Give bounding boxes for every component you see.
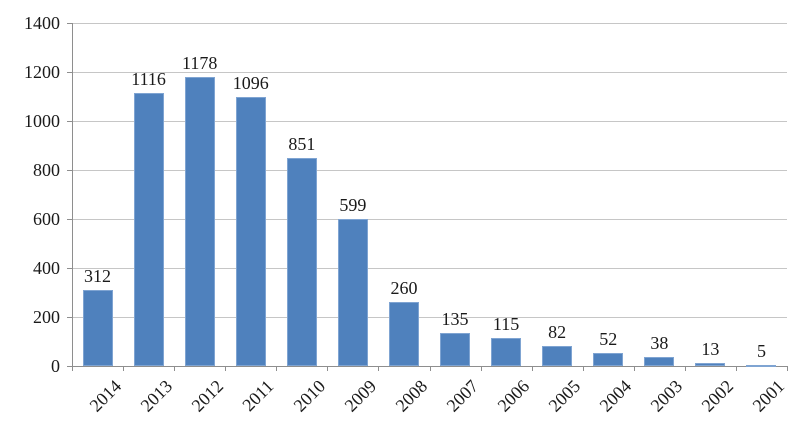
gridline [72,316,787,318]
x-tick [480,366,482,371]
gridline [72,267,787,269]
x-axis-tick-label: 2002 [697,376,738,416]
x-tick [378,366,380,371]
gridline [72,169,787,171]
x-axis-tick-label: 2007 [442,376,483,416]
x-tick [735,366,737,371]
bar-value-label: 115 [492,314,520,334]
bar-value-label: 599 [339,195,367,215]
y-axis-tick-label: 200 [33,307,60,327]
x-axis-tick-label: 2014 [85,376,125,416]
x-axis-tick-label: 2003 [646,376,687,416]
x-axis-tick-label: 2010 [289,376,329,416]
x-tick [531,366,533,371]
x-axis-tick-label: 2012 [187,376,227,416]
bar-2002 [695,363,726,366]
bar-2013 [133,93,164,366]
bar-value-label: 135 [441,309,469,329]
y-tick [67,169,72,171]
x-axis-tick-label: 2008 [391,376,432,416]
x-tick [787,366,788,371]
x-tick [174,366,176,371]
y-tick [67,120,72,122]
x-tick [429,366,431,371]
bar-value-label: 260 [390,278,418,298]
bar-value-label: 13 [701,339,720,359]
x-tick [225,366,227,371]
bar-2012 [184,77,215,366]
x-tick [327,366,329,371]
y-tick [67,365,72,367]
bar-value-label: 5 [756,341,766,361]
bar-value-label: 1096 [232,73,269,93]
bar-2009 [337,219,368,366]
x-axis-tick-label: 2005 [544,376,585,416]
y-axis-tick-label: 600 [33,209,60,229]
bar-2006 [491,338,522,366]
bar-2003 [644,357,675,366]
bar-2004 [593,353,624,366]
bar-2010 [286,158,317,366]
y-tick [67,22,72,24]
y-axis-tick-label: 1400 [24,13,60,33]
gridline [72,120,787,122]
y-axis-tick-label: 1000 [24,111,60,131]
bar-value-label: 52 [599,329,618,349]
x-tick [633,366,635,371]
gridline [72,71,787,73]
bar-2011 [235,97,266,366]
x-axis-tick-label: 2009 [340,376,381,416]
x-axis-tick-label: 2001 [749,376,789,416]
bar-2007 [440,333,471,366]
y-axis-tick-label: 0 [51,356,60,376]
bar-2001 [746,365,777,367]
x-tick [582,366,584,371]
y-axis-tick-label: 800 [33,160,60,180]
x-axis-tick-label: 2006 [493,376,534,416]
bar-2005 [542,346,573,366]
x-tick [276,366,278,371]
bar-value-label: 1116 [131,69,166,89]
y-axis-tick-label: 1200 [24,62,60,82]
bar-value-label: 1178 [182,53,218,73]
x-axis-tick-label: 2011 [238,376,278,416]
x-tick [123,366,125,371]
y-tick [67,267,72,269]
x-tick [72,366,73,371]
gridline [72,218,787,220]
x-tick [684,366,686,371]
y-axis-tick-label: 400 [33,258,60,278]
bar-value-label: 851 [288,134,316,154]
y-axis-line [72,23,73,366]
bar-2008 [388,302,419,366]
bar-value-label: 82 [548,322,567,342]
gridline [72,22,787,24]
x-axis-tick-label: 2004 [595,376,636,416]
x-axis-tick-label: 2013 [136,376,176,416]
y-tick [67,218,72,220]
y-tick [67,71,72,73]
y-tick [67,316,72,318]
bar-2014 [82,290,113,366]
bar-value-label: 38 [650,333,669,353]
bar-value-label: 312 [84,266,112,286]
